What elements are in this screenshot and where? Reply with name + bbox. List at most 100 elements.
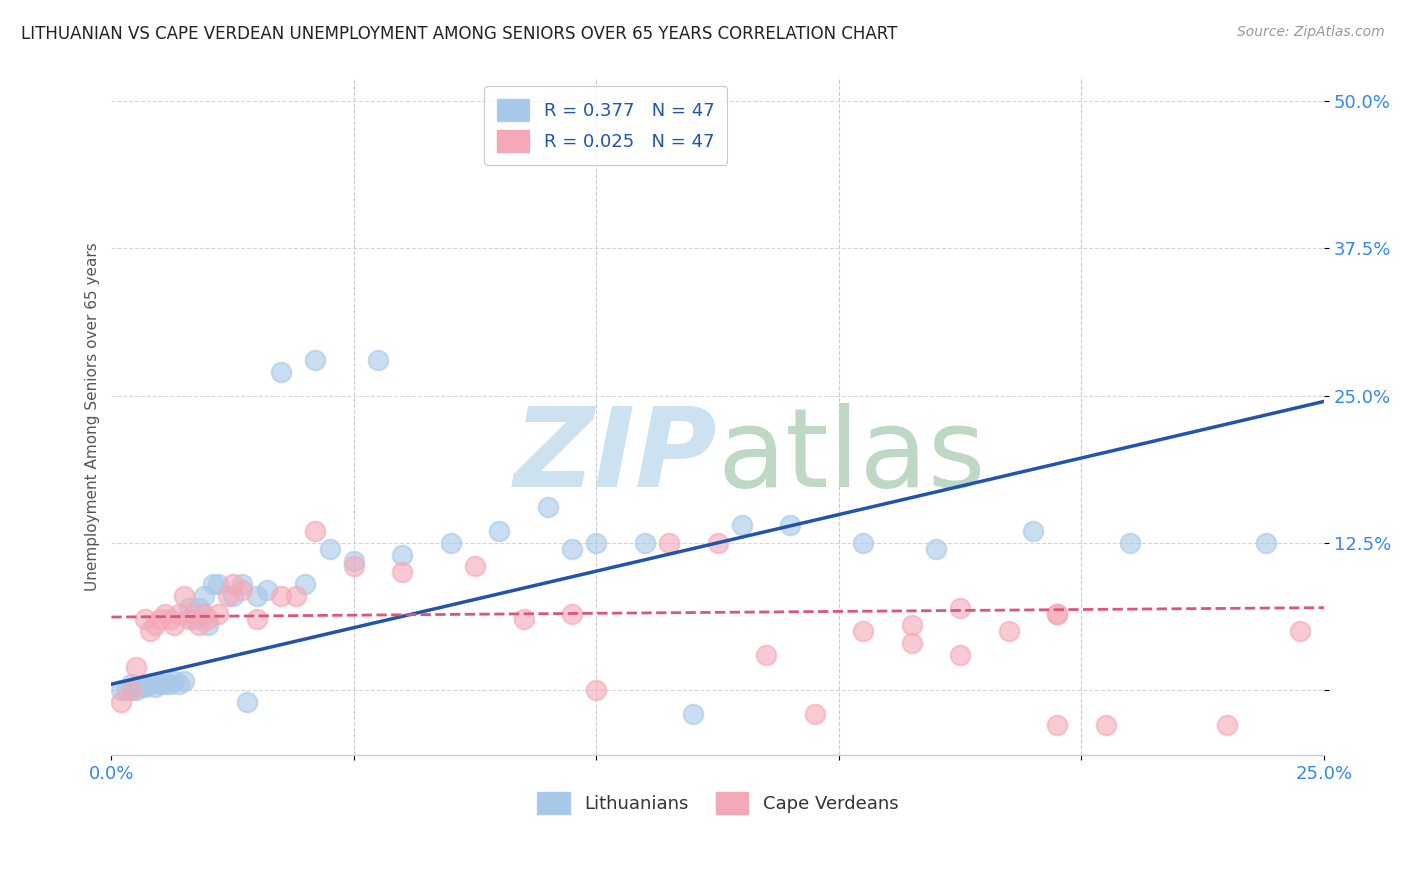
Point [755, 648, 778, 662]
Point [318, 541, 340, 556]
Point [115, 683, 138, 698]
Point [658, 536, 681, 550]
Point [440, 536, 463, 550]
Point [221, 577, 243, 591]
Point [1094, 718, 1116, 732]
Point [512, 612, 534, 626]
Point [634, 536, 657, 550]
Point [343, 559, 366, 574]
Point [852, 624, 875, 639]
Point [682, 706, 704, 721]
Point [120, 683, 142, 698]
Point [183, 612, 205, 626]
Point [153, 677, 176, 691]
Point [270, 589, 292, 603]
Point [561, 541, 583, 556]
Point [1216, 718, 1239, 732]
Point [149, 677, 172, 691]
Point [159, 612, 181, 626]
Point [1046, 607, 1069, 621]
Point [149, 612, 172, 626]
Point [1119, 536, 1142, 550]
Point [217, 589, 239, 603]
Point [134, 680, 156, 694]
Point [169, 607, 191, 621]
Point [585, 683, 607, 698]
Point [169, 677, 191, 691]
Point [900, 618, 922, 632]
Point [997, 624, 1019, 639]
Point [256, 582, 278, 597]
Point [207, 577, 229, 591]
Text: LITHUANIAN VS CAPE VERDEAN UNEMPLOYMENT AMONG SENIORS OVER 65 YEARS CORRELATION : LITHUANIAN VS CAPE VERDEAN UNEMPLOYMENT … [21, 25, 897, 43]
Point [110, 683, 132, 698]
Text: atlas: atlas [717, 403, 986, 510]
Point [159, 677, 181, 691]
Point [803, 706, 825, 721]
Point [120, 677, 142, 691]
Point [207, 607, 229, 621]
Point [124, 659, 146, 673]
Point [852, 536, 875, 550]
Point [202, 577, 225, 591]
Point [949, 648, 972, 662]
Point [391, 566, 413, 580]
Point [163, 673, 186, 688]
Point [197, 618, 219, 632]
Point [779, 518, 801, 533]
Point [231, 582, 253, 597]
Point [153, 607, 176, 621]
Point [900, 636, 922, 650]
Point [129, 680, 152, 694]
Point [173, 589, 195, 603]
Point [193, 589, 215, 603]
Point [1046, 718, 1069, 732]
Point [949, 600, 972, 615]
Point [488, 524, 510, 538]
Point [163, 618, 186, 632]
Point [193, 607, 215, 621]
Point [110, 695, 132, 709]
Point [1254, 536, 1277, 550]
Point [284, 589, 307, 603]
Point [246, 612, 269, 626]
Point [236, 695, 259, 709]
Point [177, 612, 200, 626]
Point [143, 680, 166, 694]
Point [391, 548, 413, 562]
Point [246, 589, 269, 603]
Point [304, 524, 326, 538]
Legend: Lithuanians, Cape Verdeans: Lithuanians, Cape Verdeans [537, 791, 898, 814]
Point [585, 536, 607, 550]
Point [139, 677, 162, 691]
Point [464, 559, 486, 574]
Point [231, 577, 253, 591]
Point [197, 612, 219, 626]
Point [1046, 607, 1069, 621]
Point [173, 673, 195, 688]
Point [139, 624, 162, 639]
Point [1022, 524, 1045, 538]
Point [925, 541, 948, 556]
Point [270, 365, 292, 379]
Point [731, 518, 754, 533]
Point [221, 589, 243, 603]
Point [177, 600, 200, 615]
Point [304, 353, 326, 368]
Point [187, 618, 209, 632]
Text: ZIP: ZIP [515, 403, 717, 510]
Point [134, 612, 156, 626]
Point [537, 500, 560, 515]
Point [343, 553, 366, 567]
Point [561, 607, 583, 621]
Point [294, 577, 316, 591]
Point [143, 618, 166, 632]
Point [187, 600, 209, 615]
Point [1288, 624, 1310, 639]
Point [706, 536, 728, 550]
Text: Source: ZipAtlas.com: Source: ZipAtlas.com [1237, 25, 1385, 39]
Point [183, 607, 205, 621]
Y-axis label: Unemployment Among Seniors over 65 years: Unemployment Among Seniors over 65 years [86, 242, 100, 591]
Point [124, 683, 146, 698]
Point [367, 353, 389, 368]
